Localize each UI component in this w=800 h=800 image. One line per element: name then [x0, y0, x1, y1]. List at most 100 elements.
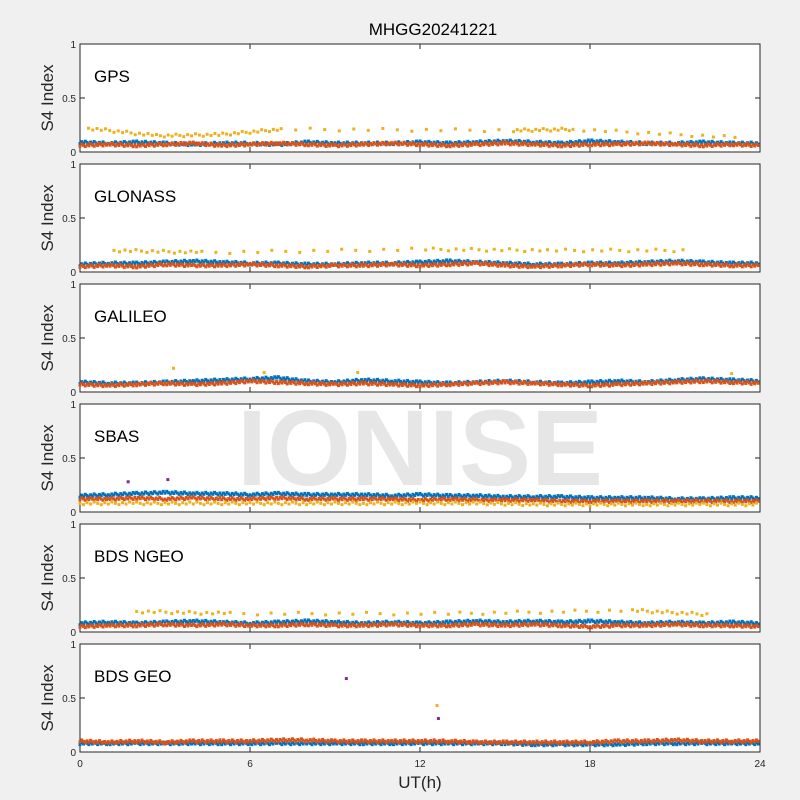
data-point — [267, 264, 271, 268]
data-point — [690, 135, 694, 139]
data-point — [510, 141, 514, 145]
data-point — [567, 263, 571, 267]
data-point — [478, 500, 482, 504]
data-point — [229, 623, 233, 627]
data-point — [181, 620, 185, 624]
data-point — [133, 741, 137, 745]
data-point — [289, 743, 293, 747]
data-point — [437, 382, 441, 386]
data-point — [168, 143, 172, 147]
data-point — [616, 495, 620, 499]
data-point — [103, 739, 107, 743]
data-point — [710, 625, 714, 629]
data-point — [340, 498, 344, 502]
data-point — [728, 260, 732, 264]
data-point — [163, 740, 167, 744]
data-point — [429, 142, 433, 146]
data-point — [537, 620, 541, 624]
data-point — [354, 377, 358, 381]
data-point — [712, 502, 716, 506]
data-point — [207, 493, 211, 497]
data-point — [498, 623, 502, 627]
data-point — [569, 380, 573, 384]
data-point — [329, 622, 333, 626]
data-point — [661, 380, 665, 384]
data-point — [592, 262, 596, 266]
data-point — [643, 622, 647, 626]
data-point — [691, 499, 695, 503]
data-point — [427, 264, 431, 268]
data-point — [434, 621, 438, 625]
data-point — [337, 611, 341, 615]
data-point — [618, 262, 622, 266]
data-point — [376, 264, 379, 268]
data-point — [404, 621, 408, 625]
data-point — [586, 264, 590, 268]
data-point — [103, 741, 107, 745]
data-point — [707, 377, 711, 381]
data-point — [94, 382, 98, 386]
data-point — [329, 502, 333, 506]
data-point — [391, 743, 395, 747]
data-point — [303, 739, 307, 743]
data-point — [422, 143, 426, 147]
data-point — [648, 261, 652, 265]
data-point — [367, 740, 371, 744]
data-point — [551, 265, 555, 269]
data-point — [183, 251, 187, 255]
data-point — [553, 619, 557, 623]
data-point — [197, 382, 201, 386]
data-point — [406, 620, 410, 624]
data-point — [436, 625, 440, 629]
data-point — [96, 498, 100, 502]
data-point — [754, 623, 758, 627]
data-point — [429, 621, 433, 625]
data-point — [700, 613, 704, 617]
data-point — [190, 742, 194, 746]
data-point — [735, 743, 739, 747]
data-point — [349, 382, 353, 386]
data-point — [232, 143, 236, 147]
data-point — [181, 260, 185, 264]
data-point — [103, 496, 107, 500]
data-point — [521, 382, 525, 386]
data-point — [406, 624, 410, 628]
data-point — [400, 623, 404, 627]
data-point — [526, 382, 530, 386]
data-point — [691, 741, 695, 745]
data-point — [342, 262, 346, 266]
data-point — [152, 624, 156, 628]
data-point — [174, 498, 178, 502]
data-point — [418, 491, 422, 495]
data-point — [223, 381, 227, 385]
data-point — [698, 145, 702, 149]
data-point — [611, 383, 615, 387]
data-point — [92, 500, 96, 504]
data-point — [140, 381, 144, 385]
data-point — [577, 384, 581, 388]
data-point — [507, 380, 511, 384]
data-point — [650, 140, 654, 144]
data-point — [466, 144, 470, 148]
data-point — [654, 743, 658, 747]
data-point — [205, 132, 209, 136]
data-point — [106, 502, 110, 506]
data-point — [439, 247, 443, 251]
data-point — [439, 495, 443, 499]
data-point — [232, 493, 236, 497]
data-point — [494, 381, 498, 385]
data-point — [404, 380, 408, 384]
data-point — [372, 380, 376, 384]
data-point — [616, 742, 620, 746]
data-point — [136, 261, 140, 265]
data-point — [625, 379, 629, 383]
data-point — [395, 739, 399, 743]
y-tick-label: 0 — [70, 748, 76, 759]
data-point — [278, 142, 282, 146]
data-point — [482, 499, 486, 503]
data-point — [537, 382, 541, 386]
data-point — [391, 381, 395, 385]
data-point — [368, 496, 372, 500]
data-point — [322, 742, 326, 746]
data-point — [632, 497, 636, 501]
